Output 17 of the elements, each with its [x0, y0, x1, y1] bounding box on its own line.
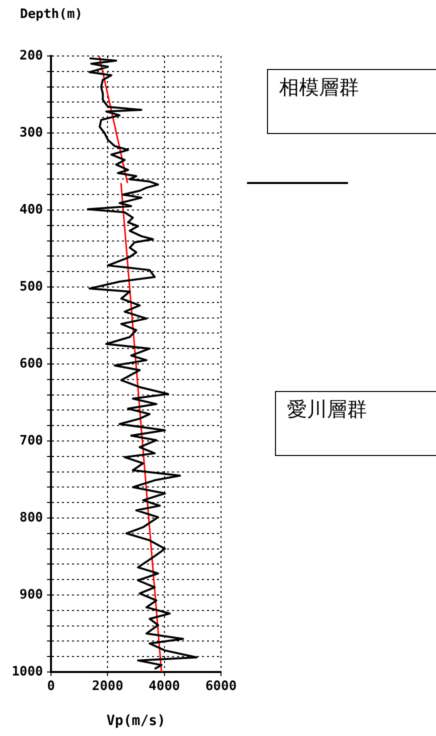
- text: 愛川層群: [287, 397, 367, 422]
- y-tick-label: 1000: [12, 664, 44, 680]
- y-tick-label: 600: [20, 356, 44, 372]
- y-tick-label: 700: [20, 433, 44, 448]
- y-tick-label: 400: [20, 202, 44, 218]
- y-tick-label: 800: [20, 510, 44, 526]
- y-axis-title: Depth(m): [20, 6, 83, 22]
- x-tick-label: 4000: [148, 679, 180, 694]
- y-tick-label: 200: [20, 48, 44, 64]
- x-axis-title: Vp(m/s): [106, 713, 166, 730]
- text: 相模層群: [279, 75, 359, 100]
- y-tick-label: 500: [20, 279, 44, 294]
- y-tick-label: 300: [20, 125, 44, 140]
- x-tick-label: 0: [47, 679, 56, 694]
- x-tick-label: 2000: [92, 679, 124, 694]
- x-tick-label: 6000: [205, 679, 237, 694]
- y-tick-label: 900: [20, 587, 44, 602]
